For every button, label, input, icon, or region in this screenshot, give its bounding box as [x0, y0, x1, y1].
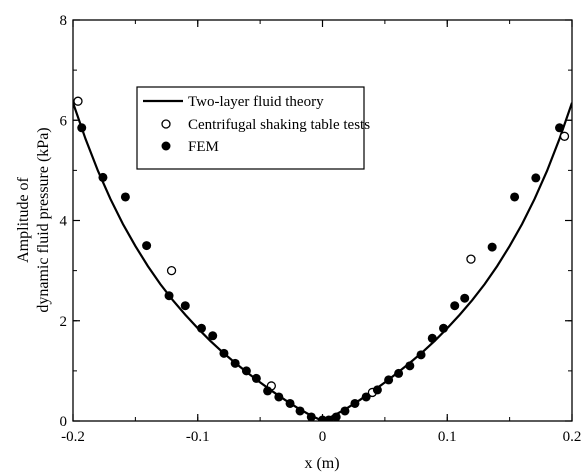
fem-point	[427, 333, 437, 343]
fem-point	[416, 350, 426, 360]
y-tick-label: 0	[60, 414, 68, 430]
legend-label-fem: FEM	[188, 139, 219, 155]
y-tick-label: 4	[60, 214, 68, 230]
fem-point	[241, 366, 251, 376]
fem-point	[295, 406, 305, 416]
fem-point	[274, 392, 284, 402]
x-tick-label: -0.2	[61, 429, 85, 445]
y-tick-label: 2	[60, 314, 68, 330]
fem-point	[487, 242, 497, 252]
fem-point	[263, 386, 273, 396]
axes: -0.2 -0.1 0 0.1 0.2 0 2 4 6 8	[60, 13, 582, 445]
fem-point	[120, 192, 130, 202]
plot-area	[72, 19, 573, 422]
fem-point	[142, 241, 152, 251]
fem-point	[77, 123, 87, 133]
y-axis-title-line2: dynamic fluid pressure (kPa)	[35, 127, 52, 312]
legend: Two-layer fluid theory Centrifugal shaki…	[136, 86, 370, 170]
fem-point	[372, 385, 382, 395]
fem-point	[350, 398, 360, 408]
y-tick-label: 6	[60, 113, 68, 129]
plot-frame	[72, 19, 573, 422]
fem-point	[531, 173, 541, 183]
x-tick-label: 0	[319, 429, 327, 445]
fem-point	[164, 291, 174, 301]
fem-point	[460, 293, 470, 303]
legend-label-theory: Two-layer fluid theory	[188, 94, 324, 110]
x-tick-label: -0.1	[186, 429, 210, 445]
fem-point	[439, 323, 449, 333]
fem-point	[324, 415, 334, 421]
fem-point	[98, 172, 108, 182]
fem-point	[251, 373, 261, 383]
fem-point	[394, 368, 404, 378]
legend-open-marker	[161, 119, 171, 129]
fem-point	[450, 301, 460, 311]
legend-filled-marker	[161, 141, 171, 151]
x-tick-label: 0.1	[438, 429, 457, 445]
series-open-marker	[73, 96, 570, 398]
y-tick-label: 8	[60, 13, 68, 29]
centrifugal-point	[73, 96, 83, 106]
fem-point	[510, 192, 520, 202]
series-line	[73, 102, 572, 421]
fem-point	[340, 406, 350, 416]
fem-point	[555, 123, 565, 133]
x-axis-title: x (m)	[304, 455, 339, 472]
fem-point	[196, 323, 206, 333]
legend-label-centrifugal: Centrifugal shaking table tests	[188, 117, 370, 133]
data-series	[73, 96, 572, 421]
series-filled-marker	[77, 123, 565, 421]
fem-point	[405, 361, 415, 371]
y-axis-title-line1: Amplitude of	[15, 176, 32, 262]
centrifugal-point	[466, 254, 476, 264]
x-tick-label: 0.2	[563, 429, 582, 445]
fem-point	[331, 412, 341, 421]
theory-curve	[73, 102, 572, 421]
fem-point	[285, 398, 295, 408]
fem-point	[230, 358, 240, 368]
fem-point	[180, 301, 190, 311]
fem-point	[384, 375, 394, 385]
fem-point	[306, 412, 316, 421]
centrifugal-point	[166, 265, 177, 276]
fem-point	[361, 392, 371, 402]
fem-point	[208, 331, 218, 341]
centrifugal-point	[559, 131, 570, 141]
fem-point	[219, 348, 229, 358]
